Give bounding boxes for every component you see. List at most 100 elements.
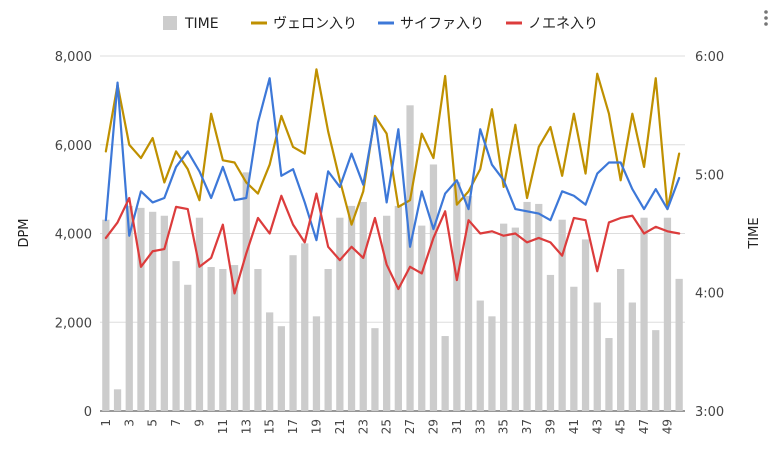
time-bar — [113, 389, 122, 411]
time-bar — [336, 217, 344, 411]
time-bar — [546, 274, 555, 411]
time-bar — [628, 302, 636, 411]
time-bar — [406, 105, 414, 412]
time-bar — [652, 330, 660, 411]
time-bar — [453, 182, 461, 411]
x-axis-tick-label: 37 — [520, 419, 534, 434]
x-axis-tick-label: 45 — [614, 419, 628, 434]
series-line-2 — [104, 77, 681, 248]
x-axis-tick-label: 17 — [286, 419, 300, 434]
right-axis-tick-label: 3:00 — [695, 405, 724, 420]
right-axis-tick-label: 4:00 — [695, 287, 724, 302]
legend-swatch — [163, 16, 177, 30]
series-line-3 — [104, 192, 681, 295]
right-axis-ticks: 3:00 4:00 5:00 6:00 — [695, 50, 724, 420]
time-bar — [488, 316, 496, 411]
time-bar — [663, 217, 672, 411]
x-axis-tick-label: 31 — [450, 419, 464, 434]
legend-label: ヴェロン入り — [273, 15, 357, 32]
time-bar — [535, 203, 543, 411]
x-axis-tick-label: 21 — [333, 419, 347, 434]
legend-item-4: ノエネ入り — [506, 16, 598, 32]
right-axis-tick-label: 5:00 — [695, 168, 724, 183]
x-axis-tick-label: 27 — [403, 419, 417, 434]
x-axis-tick-label: 43 — [590, 419, 604, 434]
legend-item-1: TIME — [163, 16, 219, 32]
x-axis-tick-label: 33 — [473, 419, 487, 434]
time-bar — [570, 286, 578, 411]
left-axis-tick-label: 4,000 — [55, 228, 92, 243]
x-axis-tick-label: 39 — [543, 419, 557, 434]
time-bar — [184, 284, 192, 411]
time-bar — [523, 201, 531, 411]
x-axis-tick-label: 29 — [426, 419, 440, 434]
time-bar — [230, 265, 239, 411]
time-bar — [254, 269, 262, 411]
time-bar — [347, 205, 356, 411]
time-bar — [511, 227, 519, 411]
time-bar — [207, 267, 215, 411]
time-bars — [102, 105, 683, 412]
left-axis-tick-label: 6,000 — [55, 139, 92, 154]
x-axis-tick-label: 49 — [660, 419, 674, 434]
left-axis-tick-label: 2,000 — [55, 316, 92, 331]
legend: TIME ヴェロン入り サイファ入り ノエネ入り — [163, 15, 598, 32]
time-bar — [149, 211, 157, 411]
left-axis-tick-label: 8,000 — [55, 50, 92, 65]
x-axis-tick-label: 41 — [567, 419, 581, 434]
time-bar — [359, 201, 367, 411]
time-bar — [476, 300, 484, 411]
time-bar — [640, 217, 648, 411]
series-line-1 — [104, 68, 681, 226]
x-axis-ticks: 1 3 5 7 9 11 13 15 17 19 21 23 25 27 29 31 33 35 37 39 41 43 4… — [99, 419, 675, 434]
x-axis-tick-label: 1 — [99, 419, 113, 427]
x-axis-tick-label: 11 — [216, 419, 230, 434]
right-axis-title: TIME — [747, 217, 762, 249]
legend-label: ノエネ入り — [528, 16, 598, 32]
time-bar — [324, 269, 332, 411]
time-bar — [383, 215, 391, 411]
time-bar — [137, 207, 145, 411]
time-bar — [160, 215, 168, 411]
x-axis-tick-label: 7 — [169, 419, 183, 427]
legend-label: TIME — [184, 16, 219, 32]
time-bar — [266, 312, 274, 411]
time-bar — [394, 205, 402, 411]
legend-item-3: サイファ入り — [378, 16, 484, 32]
time-bar — [429, 164, 438, 411]
time-bar — [500, 223, 508, 411]
x-axis-tick-label: 15 — [263, 419, 277, 434]
more-options-icon[interactable] — [764, 10, 768, 26]
time-bar — [441, 336, 449, 411]
time-bar — [301, 243, 309, 411]
left-axis-tick-label: 0 — [84, 405, 92, 420]
time-bar — [675, 278, 683, 411]
time-bar — [371, 328, 379, 411]
series-lines — [104, 68, 681, 295]
time-bar — [312, 316, 321, 411]
time-bar — [242, 172, 250, 411]
right-axis-tick-label: 6:00 — [695, 50, 724, 65]
time-bar — [289, 255, 297, 411]
left-axis-title: DPM — [17, 218, 32, 247]
time-bar — [125, 205, 133, 411]
x-axis-tick-label: 13 — [239, 419, 253, 434]
legend-label: サイファ入り — [400, 16, 484, 32]
time-bar — [581, 239, 590, 411]
x-axis-tick-label: 3 — [122, 419, 136, 427]
time-bar — [605, 338, 613, 411]
time-bar — [464, 196, 473, 411]
time-bar — [102, 219, 110, 411]
left-axis-ticks: 0 2,000 4,000 6,000 8,000 — [55, 50, 92, 420]
time-bar — [558, 219, 566, 411]
time-bar — [418, 225, 426, 411]
time-bar — [172, 261, 180, 411]
x-axis-tick-label: 9 — [192, 419, 206, 427]
time-bar — [195, 217, 204, 411]
x-axis-tick-label: 19 — [309, 419, 323, 434]
time-bar — [219, 269, 227, 411]
time-bar — [617, 269, 625, 411]
x-axis-tick-label: 5 — [146, 419, 160, 427]
